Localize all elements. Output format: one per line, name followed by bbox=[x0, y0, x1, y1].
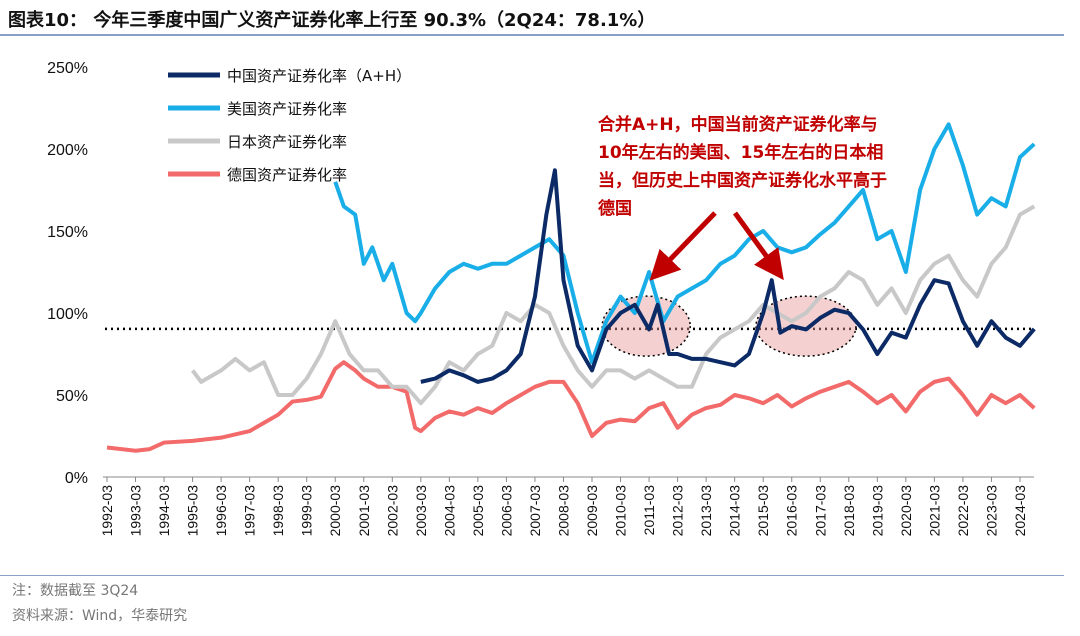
x-tick-label: 2020-03 bbox=[898, 485, 914, 537]
x-tick-label: 1997-03 bbox=[242, 485, 258, 537]
series-line bbox=[106, 360, 1036, 453]
x-tick-label: 1999-03 bbox=[299, 485, 315, 537]
x-tick-label: 2007-03 bbox=[527, 485, 543, 537]
chart-title: 图表10： 今年三季度中国广义资产证券化率上行至 90.3%（2Q24：78.1… bbox=[8, 10, 656, 31]
x-tick-label: 2014-03 bbox=[727, 485, 743, 537]
x-tick-label: 2015-03 bbox=[755, 485, 771, 537]
footer-divider bbox=[0, 575, 1064, 576]
x-tick-label: 2008-03 bbox=[555, 485, 571, 537]
y-tick-label: 250% bbox=[47, 60, 88, 77]
y-tick-label: 100% bbox=[47, 306, 88, 323]
y-tick-label: 50% bbox=[56, 388, 88, 405]
x-tick-label: 2001-03 bbox=[356, 485, 372, 537]
x-tick-label: 2024-03 bbox=[1012, 485, 1028, 537]
x-tick-label: 2006-03 bbox=[498, 485, 514, 537]
x-tick-label: 2019-03 bbox=[869, 485, 885, 537]
x-tick-label: 2004-03 bbox=[441, 485, 457, 537]
legend-label: 美国资产证券化率 bbox=[227, 100, 347, 118]
x-tick-label: 2000-03 bbox=[327, 485, 343, 537]
arrow bbox=[732, 211, 784, 281]
x-tick-label: 2011-03 bbox=[641, 485, 657, 536]
x-tick-label: 2021-03 bbox=[926, 485, 942, 537]
footnote: 注：数据截至 3Q24 bbox=[12, 583, 139, 599]
x-tick-label: 1998-03 bbox=[270, 485, 286, 537]
legend-label: 中国资产证券化率（A+H） bbox=[227, 67, 411, 85]
x-tick-label: 2009-03 bbox=[584, 485, 600, 537]
x-tick-label: 2002-03 bbox=[384, 485, 400, 537]
x-tick-label: 1996-03 bbox=[213, 485, 229, 537]
series-line bbox=[190, 204, 1036, 406]
y-tick-label: 200% bbox=[47, 142, 88, 159]
x-tick-label: 2016-03 bbox=[784, 485, 800, 537]
highlight-ellipse bbox=[755, 295, 857, 357]
title-divider bbox=[0, 34, 1064, 36]
x-tick-label: 2005-03 bbox=[470, 485, 486, 537]
x-tick-label: 1994-03 bbox=[156, 485, 172, 537]
x-tick-label: 2018-03 bbox=[841, 485, 857, 537]
x-tick-label: 2023-03 bbox=[983, 485, 999, 537]
annotation-text: 合并A+H，中国当前资产证券化率与10年左右的美国、15年左右的日本相当，但历史… bbox=[598, 115, 887, 219]
x-tick-label: 2012-03 bbox=[670, 485, 686, 537]
x-tick-label: 2010-03 bbox=[613, 485, 629, 537]
source-note: 资料来源：Wind，华泰研究 bbox=[12, 608, 188, 624]
legend-label: 日本资产证券化率 bbox=[227, 133, 347, 151]
legend-label: 德国资产证券化率 bbox=[227, 166, 347, 184]
arrow bbox=[649, 211, 717, 281]
x-tick-label: 1993-03 bbox=[128, 485, 144, 537]
y-tick-label: 0% bbox=[65, 470, 88, 487]
x-tick-label: 1992-03 bbox=[99, 485, 115, 537]
x-tick-label: 2017-03 bbox=[812, 485, 828, 537]
x-tick-label: 2003-03 bbox=[413, 485, 429, 537]
x-tick-label: 1995-03 bbox=[185, 485, 201, 537]
x-tick-label: 2013-03 bbox=[698, 485, 714, 537]
y-tick-label: 150% bbox=[47, 224, 88, 241]
x-tick-label: 2022-03 bbox=[955, 485, 971, 537]
series-line bbox=[420, 168, 1036, 384]
